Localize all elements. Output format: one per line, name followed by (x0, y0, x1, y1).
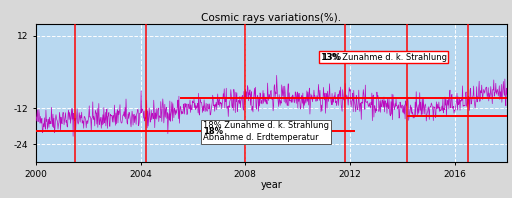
Text: 18%: 18% (203, 127, 223, 136)
Text: 13%: 13% (321, 52, 341, 62)
Title: Cosmic rays variations(%).: Cosmic rays variations(%). (201, 13, 342, 23)
Text: 13% Zunahme d. k. Strahlung: 13% Zunahme d. k. Strahlung (321, 52, 447, 62)
Text: 18% Zunahme d. k. Strahlung
Abnahme d. Erdtemperatur: 18% Zunahme d. k. Strahlung Abnahme d. E… (203, 121, 329, 142)
X-axis label: year: year (261, 180, 282, 190)
